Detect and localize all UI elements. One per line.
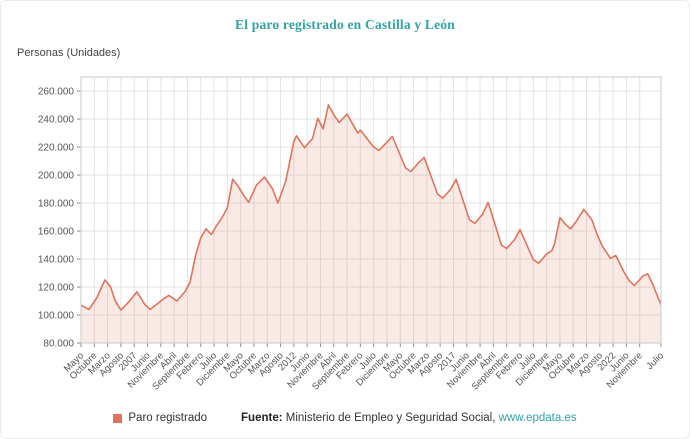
series-line-paro-registrado xyxy=(80,104,662,311)
legend-swatch-icon xyxy=(113,413,123,423)
legend-item-paro-registrado[interactable]: Paro registrado xyxy=(113,412,207,424)
plot-border xyxy=(80,76,662,344)
source-text: Ministerio de Empleo y Seguridad Social, xyxy=(282,412,499,424)
unemployment-line-chart[interactable]: 80.000 100.000 120.000 140.000 160.000 180.00… xyxy=(1,63,690,403)
y-axis-tick-label: 220.000 xyxy=(38,143,75,154)
epdata-link[interactable]: www.epdata.es xyxy=(498,412,577,424)
y-axis-title: Personas (Unidades) xyxy=(17,47,121,59)
x-axis-tick-label: Julio xyxy=(645,350,667,372)
y-axis-tick-label: 180.000 xyxy=(38,199,75,210)
y-axis-tick-label: 140.000 xyxy=(38,255,75,266)
chart-title: El paro registrado en Castilla y León xyxy=(235,17,455,32)
y-axis-tick-label: 100.000 xyxy=(38,311,75,322)
y-axis-tick-label: 80.000 xyxy=(43,339,74,350)
chart-area[interactable]: 80.000 100.000 120.000 140.000 160.000 180.00… xyxy=(1,63,690,403)
y-axis-tick-label: 200.000 xyxy=(38,171,75,182)
source-prefix: Fuente: xyxy=(241,412,283,424)
y-axis-tick-label: 260.000 xyxy=(38,87,75,98)
legend-label: Paro registrado xyxy=(128,412,208,424)
chart-footer: Paro registrado Fuente: Ministerio de Em… xyxy=(1,409,689,427)
source-line: Fuente: Ministerio de Empleo y Seguridad… xyxy=(241,412,577,424)
y-axis-tick-label: 240.000 xyxy=(38,115,75,126)
series-area-paro-registrado xyxy=(81,105,661,343)
y-axis-tick-label: 160.000 xyxy=(38,227,75,238)
y-axis-tick-label: 120.000 xyxy=(38,283,75,294)
